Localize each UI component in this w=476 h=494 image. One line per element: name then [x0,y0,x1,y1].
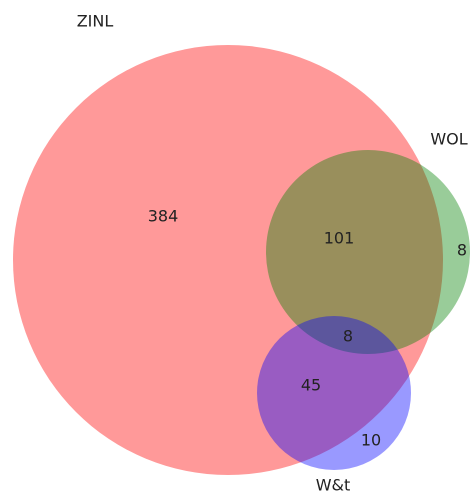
region-label: 10 [361,431,381,450]
region-label: 384 [148,207,179,226]
region-label: 101 [324,229,355,248]
set-label: ZINL [77,12,114,31]
region-label: 8 [343,327,353,346]
set-circle [257,316,411,470]
set-circle [13,45,443,475]
set-label: W&t [316,476,351,494]
set-circle [266,150,470,354]
region-label: 45 [301,376,321,395]
region-label: 8 [457,241,467,260]
set-label: WOL [430,130,467,149]
